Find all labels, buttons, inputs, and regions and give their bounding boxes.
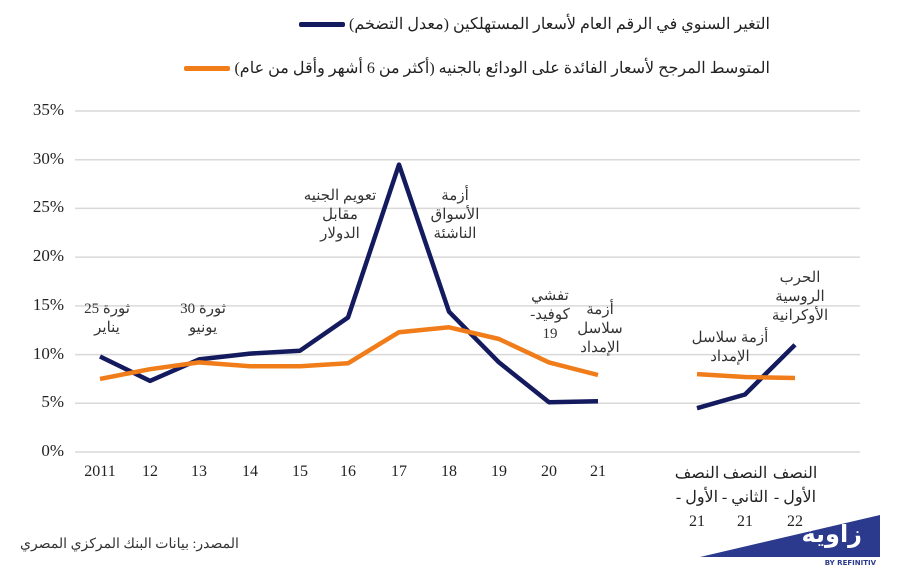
x-tick-label: 18 (441, 463, 457, 480)
legend-swatch-navy (299, 21, 345, 27)
annotation-jan25: ثورة 25 يناير (84, 301, 130, 336)
x-tick-label-half: النصف الأول - 22 (772, 465, 818, 530)
zawya-logo: زاوية BY REFINITIV (700, 515, 890, 572)
x-tick-label: 2011 (84, 463, 116, 480)
gridlines (75, 110, 860, 453)
legend-label: المتوسط المرجح لأسعار الفائدة على الودائ… (234, 60, 770, 77)
x-tick-label: 21 (590, 463, 606, 480)
x-tick-label: 20 (541, 463, 557, 480)
legend-label: التغير السنوي في الرقم العام لأسعار المس… (349, 16, 770, 33)
annotation-emerging: أزمة الأسواق الناشئة (430, 188, 480, 242)
series-lines (99, 162, 797, 411)
legend-item-inflation: التغير السنوي في الرقم العام لأسعار المس… (299, 14, 770, 34)
y-tick-label: 35% (32, 100, 64, 119)
x-tick-label-half: النصف الثاني - 21 (721, 465, 769, 530)
y-tick-label: 25% (32, 197, 64, 217)
legend-swatch-orange (184, 65, 231, 71)
x-tick-label: 13 (191, 463, 207, 480)
inflation-line (696, 343, 797, 411)
annotation-float: تعويم الجنيه مقابل الدولار (303, 188, 377, 242)
y-tick-label: 10% (32, 343, 64, 363)
x-tick-label: 16 (340, 463, 356, 480)
y-tick-label: 20% (32, 246, 64, 266)
interest-rate-line (99, 325, 599, 382)
y-tick-label: 0% (41, 441, 64, 460)
x-tick-label: 14 (242, 463, 258, 480)
y-tick-label: 15% (32, 294, 64, 314)
interest-rate-line (696, 371, 796, 381)
x-tick-label: 19 (491, 463, 507, 480)
x-tick-label: 15 (292, 463, 308, 480)
x-tick-label: 12 (142, 463, 158, 480)
logo-text: زاوية (801, 520, 862, 548)
annotation-jun30: ثورة 30 يونيو (180, 301, 226, 336)
x-tick-label: 17 (391, 463, 407, 480)
annotation-supply: أزمة سلاسل الإمداد (577, 302, 623, 356)
logo-sub: BY REFINITIV (824, 559, 876, 567)
annotation-covid: تفشي كوفيد- 19 (530, 288, 570, 342)
y-tick-label: 30% (32, 148, 64, 168)
annotation-war: الحرب الروسية الأوكرانية (771, 270, 829, 324)
legend-item-interest: المتوسط المرجح لأسعار الفائدة على الودائ… (184, 58, 770, 78)
x-tick-label-half: النصف الأول - 21 (674, 465, 720, 530)
annotation-supply-2: أزمة سلاسل الإمداد (691, 330, 769, 365)
y-tick-label: 5% (41, 392, 64, 412)
source-note: المصدر: بيانات البنك المركزي المصري (20, 537, 239, 552)
